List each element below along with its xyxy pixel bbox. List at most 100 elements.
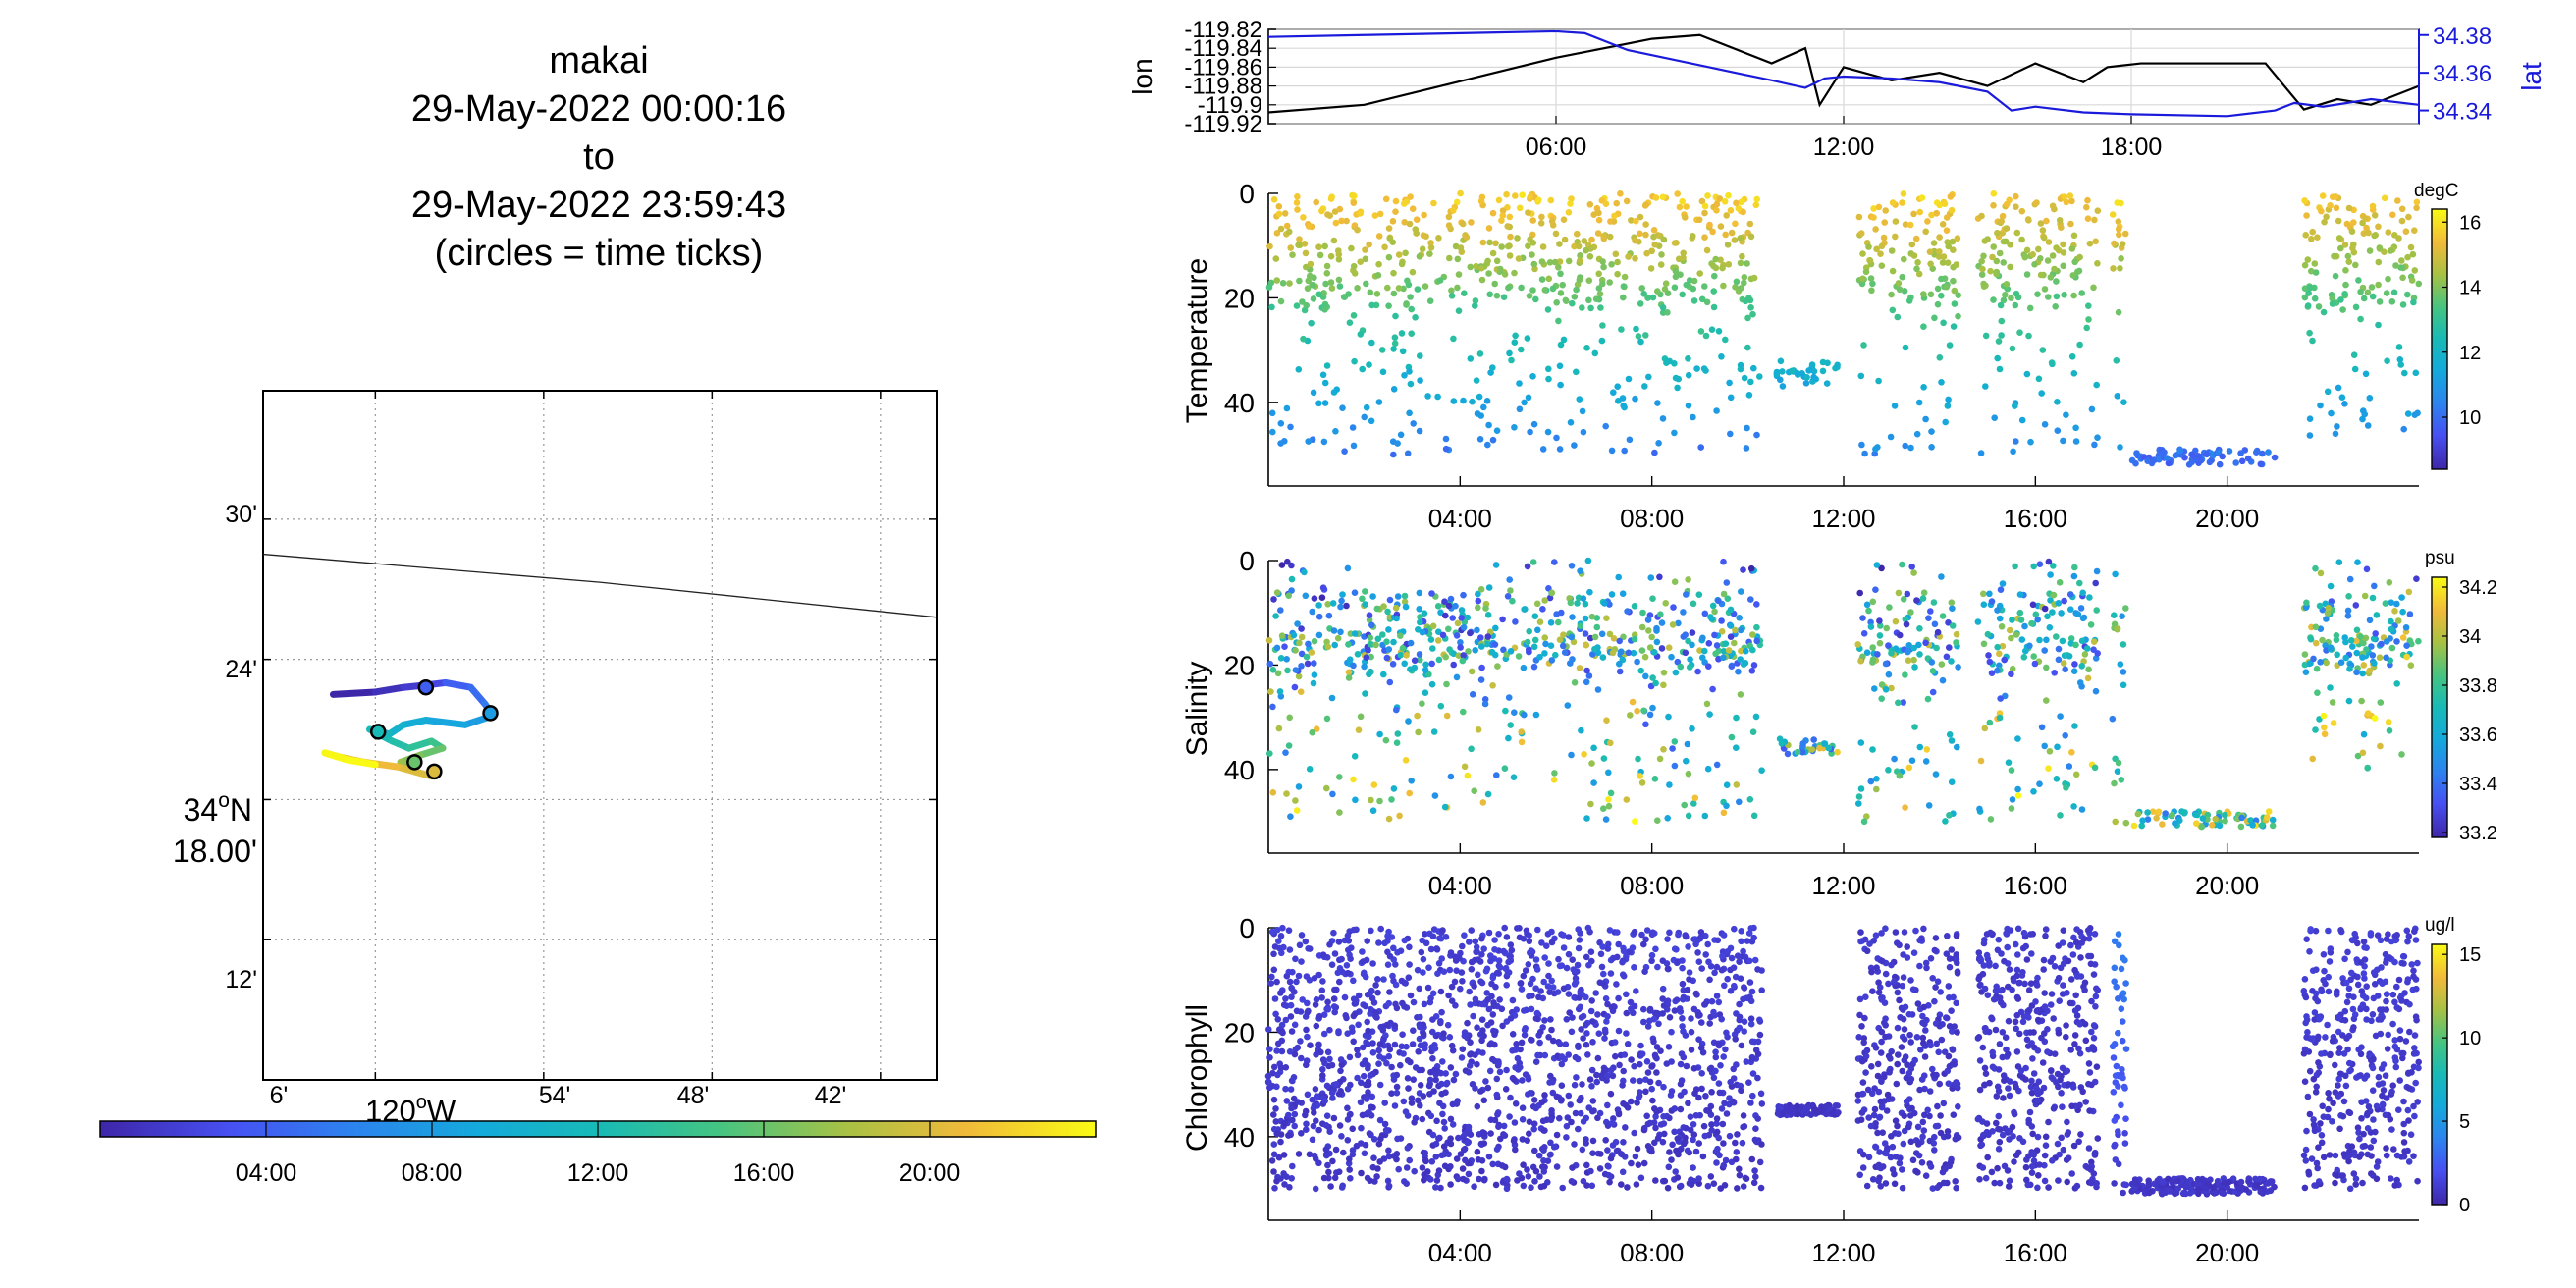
scatter-point [1442,934,1450,940]
scatter-point [2093,607,2100,614]
scatter-point [1711,969,1718,977]
scatter-point [1996,365,2004,373]
scatter-point [1350,262,1358,270]
scatter-point [1614,383,1621,391]
scatter-point [1869,1176,1877,1183]
scatter-point [1948,206,1956,214]
scatter-point [1695,1180,1702,1187]
scatter-point [1696,647,1703,654]
scatter-point [1929,668,1937,674]
scatter-point [1641,202,1649,209]
scatter-point [1735,668,1742,675]
scatter-point [1614,929,1621,936]
scatter-point [1669,745,1676,752]
scatter-point [1283,222,1291,230]
scatter-point [1414,966,1422,974]
scatter-point [2405,588,2413,596]
lon-tick-label: -119.86 [1184,54,1262,80]
scatter-point [1705,663,1712,670]
scatter-point [1394,593,1402,600]
scatter-point [1914,1169,1921,1176]
scatter-point [1587,1167,1594,1175]
scatter-point [1390,638,1397,646]
scatter-point [1464,772,1472,779]
scatter-point [1293,199,1301,206]
scatter-point [1712,1053,1720,1061]
scatter-point [1627,998,1635,1006]
scatter-point [1877,250,1884,257]
scatter-point [1292,1046,1300,1052]
scatter-point [1659,1138,1667,1146]
scatter-point [1421,1176,1427,1184]
scatter-point [1516,405,1524,413]
scatter-point [1713,761,1721,769]
scatter-point [1589,1039,1596,1046]
scatter-point [1747,304,1754,311]
scatter-point [2024,216,2032,223]
scatter-point [1386,989,1393,995]
scatter-point [1718,966,1726,974]
scatter-point [1420,955,1427,963]
scatter-point [1511,709,1518,716]
scatter-point [1672,267,1680,275]
scatter-point [2115,308,2122,316]
scatter-point [1493,1091,1501,1099]
scatter-point [1499,212,1507,219]
scatter-point [1724,1033,1731,1041]
scatter-point [1491,1031,1498,1038]
scatter-point [1282,1064,1290,1071]
scatter-point [1528,1184,1534,1191]
scatter-point [2258,822,2266,829]
scatter-point [1746,796,1754,803]
scatter-point [1447,949,1455,956]
scatter-point [2118,255,2124,262]
scatter-point [1673,996,1681,1003]
scatter-point [1331,641,1338,649]
scatter-point [1422,1156,1429,1164]
scatter-point [2341,242,2349,248]
scatter-point [1936,201,1944,209]
scatter-point [1614,258,1621,266]
scatter-point [1516,380,1523,387]
scatter-point [1686,277,1693,284]
scatter-point [1695,216,1703,224]
scatter-point [2378,640,2385,648]
scatter-point [2252,817,2260,824]
scatter-point [1512,1100,1520,1107]
scatter-point [1582,1021,1589,1029]
scatter-point [1888,291,1895,298]
scatter-point [2395,344,2403,350]
scatter-point [1914,259,1921,266]
scatter-point [1292,667,1300,673]
scatter-point [1311,595,1318,602]
scatter-point [1424,1168,1431,1175]
scatter-point [1534,1051,1541,1059]
scatter-point [1323,1152,1330,1159]
scatter-point [2014,785,2021,793]
scatter-point [1574,961,1582,969]
scatter-point [1687,656,1693,663]
scatter-point [2068,197,2075,205]
scatter-point [1856,1148,1864,1154]
scatter-point [2327,202,2334,209]
scatter-point [1493,772,1500,778]
scatter-point [1821,740,1829,747]
scatter-point [2309,755,2316,763]
scatter-point [2406,611,2414,617]
scatter-point [1321,1098,1328,1104]
scatter-point [1575,1042,1582,1049]
lat-tick-label: 34.34 [2433,99,2492,126]
scatter-point [2391,232,2398,239]
scatter-point [1866,257,1874,264]
scatter-point [2208,822,2216,829]
scatter-point [1272,1105,1279,1112]
scatter-point [1642,1088,1649,1096]
scatter-point [1417,377,1423,384]
scatter-point [1925,802,1933,809]
scatter-point [1882,1022,1889,1029]
scatter-point [1373,1173,1380,1180]
scatter-point [1370,1136,1378,1143]
scatter-point [1472,647,1478,654]
scatter-point [1794,1102,1800,1110]
scatter-point [1654,1135,1662,1142]
